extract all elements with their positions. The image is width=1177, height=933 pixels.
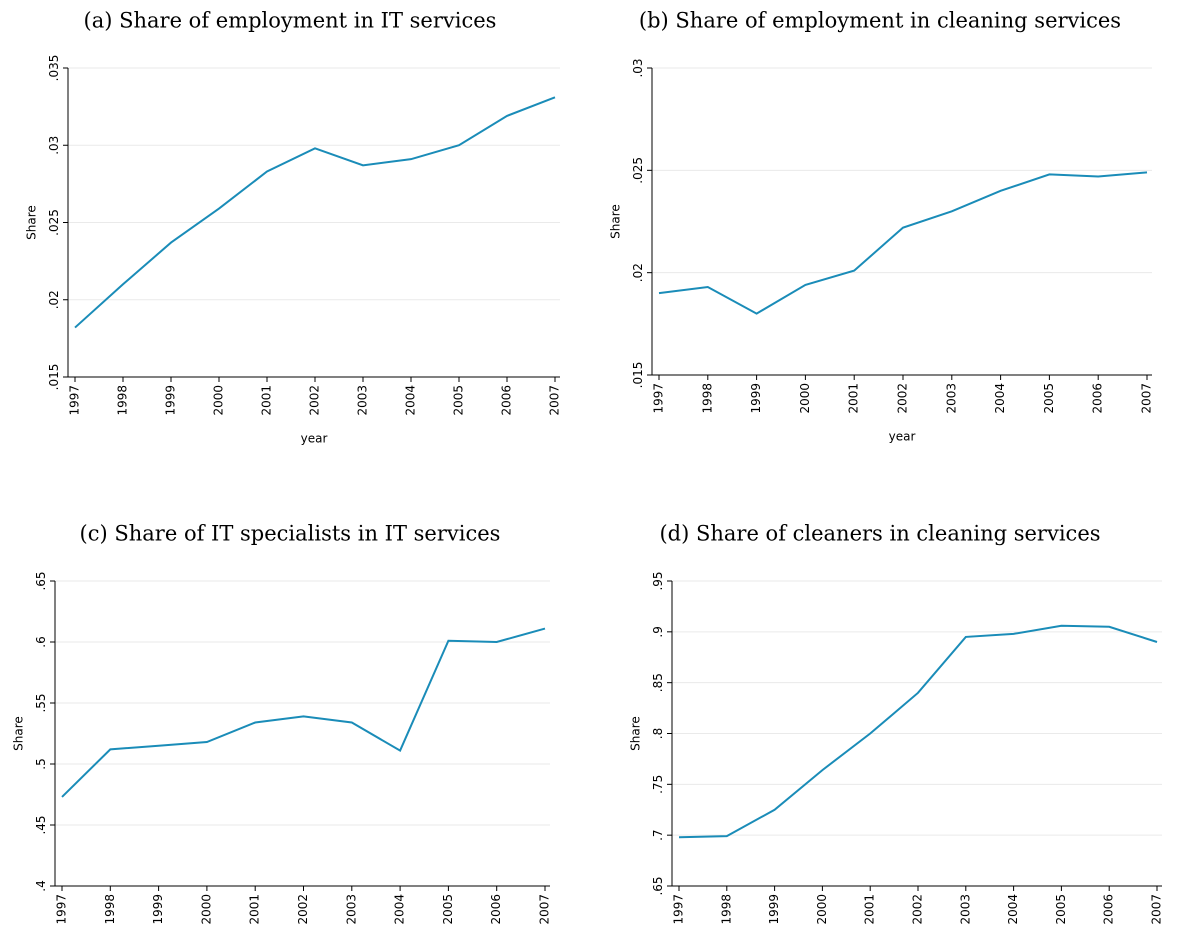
x-tick-label: 2004 xyxy=(404,385,418,416)
x-tick-label: 1997 xyxy=(55,894,69,925)
y-tick-label: .03 xyxy=(47,136,61,155)
panel-title: (d) Share of cleaners in cleaning servic… xyxy=(659,522,1100,546)
y-axis-label: Share xyxy=(629,716,643,751)
x-tick-label: 2001 xyxy=(847,383,861,414)
panel-title: (c) Share of IT specialists in IT servic… xyxy=(80,522,501,546)
x-tick-label: 2005 xyxy=(1054,894,1068,925)
x-tick-label: 2001 xyxy=(260,385,274,416)
y-tick-label: .035 xyxy=(47,55,61,82)
y-tick-label: .85 xyxy=(651,673,665,692)
y-tick-label: .45 xyxy=(34,815,48,834)
x-tick-label: 2004 xyxy=(993,383,1007,414)
x-axis-label: year xyxy=(889,430,916,444)
x-tick-label: 1997 xyxy=(68,385,82,416)
y-tick-label: .9 xyxy=(651,626,665,637)
x-tick-label: 1998 xyxy=(116,385,130,416)
x-tick-label: 2005 xyxy=(441,894,455,925)
y-tick-label: .55 xyxy=(34,693,48,712)
x-tick-label: 2000 xyxy=(199,894,213,925)
y-tick-label: .03 xyxy=(631,58,645,77)
x-tick-label: 1999 xyxy=(164,385,178,416)
x-tick-label: 1999 xyxy=(151,894,165,925)
x-tick-label: 2002 xyxy=(308,385,322,416)
y-tick-label: .025 xyxy=(631,157,645,184)
y-tick-label: .015 xyxy=(47,364,61,391)
x-tick-label: 2007 xyxy=(538,894,552,925)
x-tick-label: 1999 xyxy=(767,894,781,925)
data-line xyxy=(658,171,1148,315)
x-tick-label: 2002 xyxy=(296,894,310,925)
x-tick-label: 2002 xyxy=(911,894,925,925)
y-tick-label: .5 xyxy=(34,758,48,769)
y-tick-label: .65 xyxy=(651,876,665,895)
y-tick-label: .015 xyxy=(631,362,645,389)
data-line xyxy=(678,624,1158,839)
y-tick-label: .025 xyxy=(47,209,61,236)
y-tick-label: .65 xyxy=(34,571,48,590)
y-tick-label: .95 xyxy=(651,571,665,590)
x-tick-label: 1998 xyxy=(719,894,733,925)
panel: (d) Share of cleaners in cleaning servic… xyxy=(629,522,1164,925)
panel-title: (a) Share of employment in IT services xyxy=(84,9,497,33)
y-tick-label: .7 xyxy=(651,829,665,840)
x-tick-label: 2006 xyxy=(489,894,503,925)
x-tick-label: 2005 xyxy=(1042,383,1056,414)
data-line xyxy=(74,96,556,329)
panel: (a) Share of employment in IT services .0… xyxy=(25,9,562,446)
x-tick-label: 1998 xyxy=(700,383,714,414)
x-tick-label: 2001 xyxy=(863,894,877,925)
x-tick-label: 2006 xyxy=(500,385,514,416)
x-tick-label: 2003 xyxy=(344,894,358,925)
x-tick-label: 2004 xyxy=(393,894,407,925)
x-tick-label: 1999 xyxy=(749,383,763,414)
x-tick-label: 1998 xyxy=(103,894,117,925)
x-tick-label: 2007 xyxy=(548,385,562,416)
x-axis-label: year xyxy=(301,432,328,446)
x-tick-label: 1997 xyxy=(652,383,666,414)
y-tick-label: .02 xyxy=(47,290,61,309)
y-tick-label: .8 xyxy=(651,728,665,739)
y-tick-label: .75 xyxy=(651,775,665,794)
x-tick-label: 2007 xyxy=(1150,894,1164,925)
x-tick-label: 2000 xyxy=(212,385,226,416)
x-tick-label: 2006 xyxy=(1102,894,1116,925)
x-tick-label: 2007 xyxy=(1140,383,1154,414)
y-tick-label: .02 xyxy=(631,263,645,282)
x-tick-label: 2003 xyxy=(356,385,370,416)
y-tick-label: .4 xyxy=(34,880,48,891)
x-tick-label: 2005 xyxy=(452,385,466,416)
x-tick-label: 2000 xyxy=(798,383,812,414)
x-tick-label: 2003 xyxy=(958,894,972,925)
x-tick-label: 2002 xyxy=(896,383,910,414)
panel: (c) Share of IT specialists in IT servic… xyxy=(12,522,552,925)
y-axis-label: Share xyxy=(609,204,623,239)
y-axis-label: Share xyxy=(25,205,39,240)
panel-title: (b) Share of employment in cleaning serv… xyxy=(639,9,1121,33)
x-tick-label: 2001 xyxy=(248,894,262,925)
x-tick-label: 1997 xyxy=(672,894,686,925)
x-tick-label: 2004 xyxy=(1006,894,1020,925)
x-tick-label: 2006 xyxy=(1091,383,1105,414)
x-tick-label: 2003 xyxy=(944,383,958,414)
y-tick-label: .6 xyxy=(34,636,48,647)
y-axis-label: Share xyxy=(12,716,26,751)
x-tick-label: 2000 xyxy=(815,894,829,925)
data-line xyxy=(61,627,546,798)
panel: (b) Share of employment in cleaning serv… xyxy=(609,9,1154,444)
